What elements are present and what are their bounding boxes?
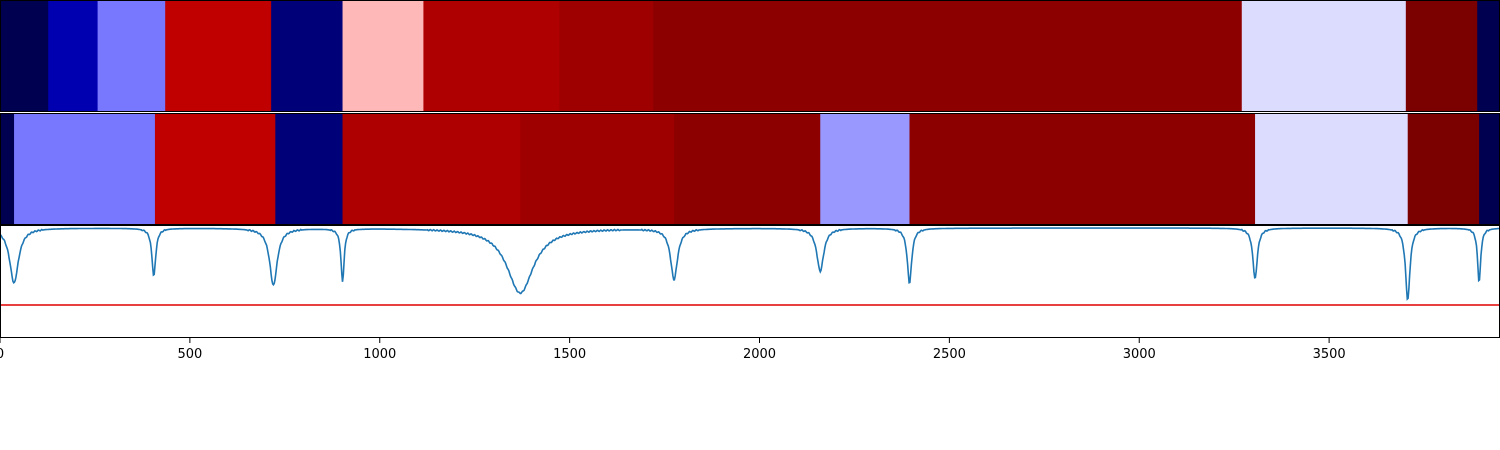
segment-row-bottom bbox=[0, 113, 1500, 225]
x-tick-label-2000: 2000 bbox=[743, 347, 776, 362]
x-tick-label-1000: 1000 bbox=[363, 347, 396, 362]
segment-row1-9 bbox=[1255, 113, 1409, 225]
x-tick-label-3000: 3000 bbox=[1123, 347, 1156, 362]
segment-row1-3 bbox=[275, 113, 344, 225]
segment-row0-8 bbox=[653, 0, 1243, 112]
x-tick-label-2500: 2500 bbox=[933, 347, 966, 362]
segment-row1-8 bbox=[909, 113, 1256, 225]
segment-row0-9 bbox=[1241, 0, 1407, 112]
segment-row0-11 bbox=[1477, 0, 1500, 112]
segment-row0-7 bbox=[559, 0, 654, 112]
segment-row0-2 bbox=[97, 0, 166, 112]
segment-row1-7 bbox=[820, 113, 910, 225]
segment-row1-4 bbox=[342, 113, 521, 225]
x-axis: 0 500 1000 1500 2000 2500 3000 3500 bbox=[0, 338, 1346, 362]
segment-row1-2 bbox=[154, 113, 276, 225]
segment-row0-10 bbox=[1405, 0, 1478, 112]
segment-row1-6 bbox=[674, 113, 821, 225]
x-tick-label-500: 500 bbox=[177, 347, 202, 362]
segment-row1-0 bbox=[0, 113, 15, 225]
signal-line bbox=[0, 227, 1500, 301]
segment-row0-5 bbox=[342, 0, 424, 112]
segment-row0-3 bbox=[165, 0, 272, 112]
signal-panel bbox=[0, 227, 1500, 306]
segment-row0-4 bbox=[271, 0, 344, 112]
x-tick-label-1500: 1500 bbox=[553, 347, 586, 362]
segment-row1-5 bbox=[520, 113, 675, 225]
segment-row0-6 bbox=[423, 0, 560, 112]
segment-row1-11 bbox=[1479, 113, 1500, 225]
segment-row1-1 bbox=[14, 113, 156, 225]
x-tick-label-0: 0 bbox=[0, 347, 4, 362]
segment-row0-0 bbox=[0, 0, 49, 112]
segment-row1-10 bbox=[1407, 113, 1480, 225]
segment-row0-1 bbox=[48, 0, 99, 112]
x-tick-label-3500: 3500 bbox=[1313, 347, 1346, 362]
segment-row-top bbox=[0, 0, 1500, 112]
